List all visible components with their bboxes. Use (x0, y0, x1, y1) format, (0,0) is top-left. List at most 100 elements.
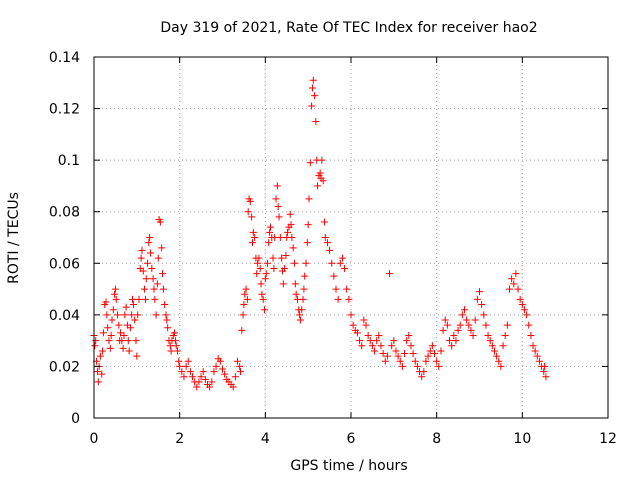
data-point (279, 280, 287, 288)
data-point (420, 368, 428, 376)
data-point (330, 272, 338, 280)
x-tick-label: 4 (261, 431, 270, 447)
data-point (107, 331, 115, 339)
data-point (108, 316, 116, 324)
data-point (375, 331, 383, 339)
data-point (418, 373, 426, 381)
data-point (278, 254, 286, 262)
data-point (164, 324, 172, 332)
data-point (309, 76, 317, 84)
data-point (471, 316, 479, 324)
data-point (503, 321, 511, 329)
data-point (305, 195, 313, 203)
data-point (146, 234, 154, 241)
data-point (109, 306, 117, 314)
data-point (265, 239, 273, 247)
data-point (514, 285, 522, 293)
data-points (90, 76, 550, 391)
axis-ticks (93, 56, 609, 419)
data-point (186, 368, 194, 376)
data-point (254, 259, 262, 267)
data-point (260, 306, 268, 314)
data-point (262, 270, 270, 278)
data-point (328, 259, 336, 267)
data-point (413, 362, 421, 370)
data-point (540, 368, 548, 376)
data-point (318, 156, 326, 164)
data-point (153, 280, 161, 288)
data-point (152, 311, 160, 319)
data-point (289, 244, 297, 252)
data-point (219, 365, 226, 373)
data-point (296, 311, 304, 319)
data-point (300, 285, 308, 293)
data-point (99, 329, 107, 337)
data-point (151, 295, 159, 303)
data-point (111, 290, 119, 298)
data-point (473, 295, 481, 303)
data-point (388, 342, 396, 350)
data-point (520, 306, 528, 314)
data-point (320, 218, 328, 226)
data-point (270, 264, 278, 272)
y-tick-labels: 0 0.02 0.04 0.06 0.08 0.1 0.12 0.14 (49, 50, 80, 427)
data-point (180, 373, 188, 381)
data-point (94, 378, 102, 386)
data-point (118, 337, 126, 345)
data-point (422, 357, 430, 365)
data-point (249, 228, 257, 236)
data-point (366, 337, 374, 345)
data-point (141, 295, 149, 303)
data-point (134, 311, 142, 319)
data-point (311, 92, 319, 100)
data-point (525, 321, 533, 329)
data-point (299, 295, 307, 303)
data-point (505, 285, 513, 293)
data-point (261, 275, 269, 283)
data-point (379, 350, 387, 358)
data-point (132, 337, 140, 345)
data-point (135, 295, 143, 303)
data-point (166, 342, 174, 350)
x-tick-label: 8 (432, 431, 441, 447)
data-point (242, 285, 250, 293)
data-point (138, 246, 146, 254)
data-point (377, 342, 385, 350)
data-point (273, 182, 281, 190)
data-point (92, 337, 100, 345)
data-point (396, 357, 404, 365)
data-point (338, 254, 346, 262)
x-axis-label: GPS time / hours (290, 458, 407, 474)
data-point (276, 234, 284, 241)
y-tick-label: 0.12 (49, 102, 80, 118)
data-point (236, 362, 244, 370)
data-point (531, 347, 539, 355)
data-point (403, 337, 411, 345)
data-point (332, 285, 340, 293)
data-point (463, 316, 471, 324)
data-point (244, 208, 252, 216)
data-point (178, 368, 186, 376)
data-point (482, 321, 490, 329)
x-tick-label: 2 (175, 431, 184, 447)
data-point (368, 342, 376, 350)
data-point (133, 352, 141, 360)
data-point (349, 321, 357, 329)
data-point (394, 352, 402, 360)
data-point (208, 378, 216, 386)
data-point (424, 352, 432, 360)
y-tick-label: 0.04 (49, 308, 80, 324)
data-point (229, 383, 237, 391)
data-point (141, 285, 149, 293)
data-point (461, 306, 469, 314)
data-point (257, 280, 265, 288)
data-point (308, 84, 316, 92)
data-point (334, 295, 342, 303)
data-point (171, 337, 179, 345)
data-point (446, 337, 454, 345)
data-point (174, 347, 182, 355)
data-point (323, 239, 331, 247)
data-point (465, 321, 473, 329)
